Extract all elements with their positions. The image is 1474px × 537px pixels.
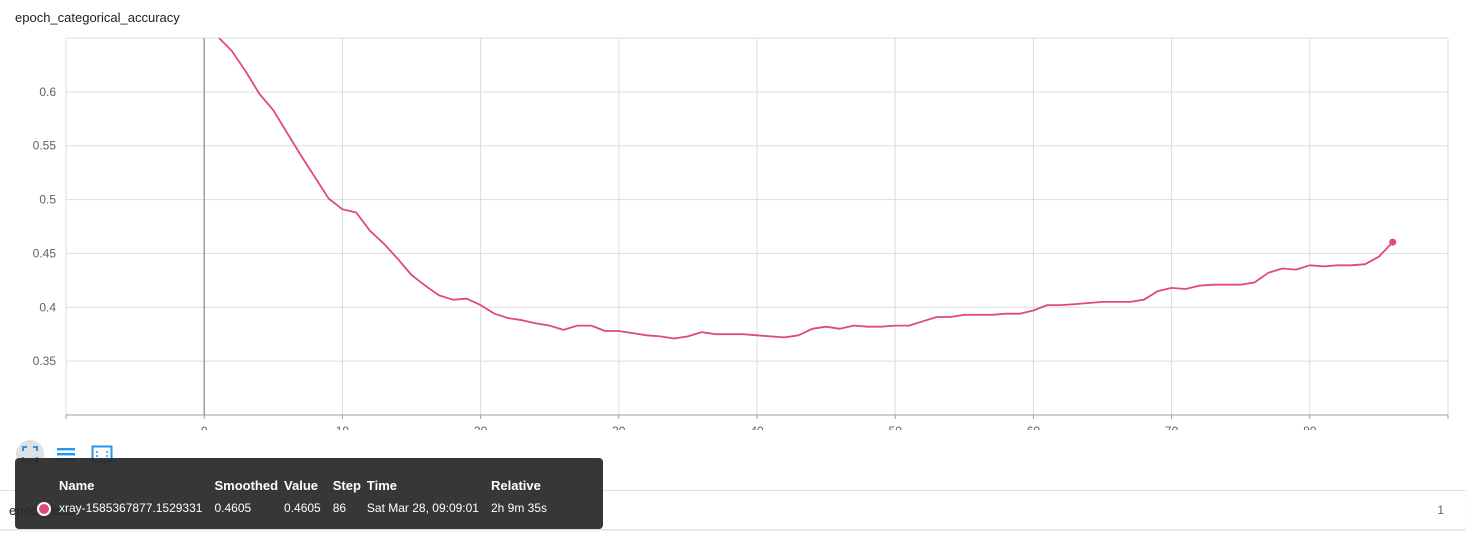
x-tick-label: 80 [1303, 424, 1317, 430]
y-tick-label: 0.55 [33, 139, 57, 153]
y-tick-label: 0.6 [39, 85, 56, 99]
y-tick-label: 0.45 [33, 246, 57, 260]
last-point-marker [1389, 239, 1396, 246]
chart-grid [66, 38, 1448, 415]
tooltip-header-swatch [37, 478, 59, 501]
chart-ticks: 0 10 20 30 40 50 60 70 80 0.35 0.4 0.45 0.5 0.55 0.6 [33, 85, 1317, 430]
tooltip-relative: 2h 9m 35s [491, 501, 553, 516]
x-tick-label: 0 [201, 424, 208, 430]
tooltip-table: Name Smoothed Value Step Time Relative x… [37, 478, 553, 516]
tooltip-step: 86 [333, 501, 367, 516]
x-tick-label: 10 [336, 424, 350, 430]
chart-series [204, 22, 1396, 339]
y-tick-label: 0.4 [39, 300, 56, 314]
x-tick-label: 40 [750, 424, 764, 430]
tooltip-smoothed: 0.4605 [214, 501, 284, 516]
x-tick-label: 30 [612, 424, 626, 430]
line-chart[interactable]: 0 10 20 30 40 50 60 70 80 0.35 0.4 0.45 0.5 0.55 0.6 [0, 0, 1474, 430]
tooltip-header-name: Name [59, 478, 214, 501]
next-card-count: 1 [1437, 503, 1444, 517]
y-tick-label: 0.35 [33, 354, 57, 368]
tooltip-time: Sat Mar 28, 09:09:01 [367, 501, 491, 516]
tooltip-header-relative: Relative [491, 478, 553, 501]
x-tick-label: 20 [474, 424, 488, 430]
chart-tooltip: Name Smoothed Value Step Time Relative x… [15, 458, 603, 529]
tooltip-header-time: Time [367, 478, 491, 501]
x-tick-label: 70 [1165, 424, 1179, 430]
x-tick-label: 60 [1027, 424, 1041, 430]
tooltip-header-step: Step [333, 478, 367, 501]
x-tick-label: 50 [889, 424, 903, 430]
tooltip-value: 0.4605 [284, 501, 333, 516]
tooltip-run-name: xray-1585367877.1529331 [59, 501, 214, 516]
run-color-swatch [37, 502, 51, 516]
tooltip-header-smoothed: Smoothed [214, 478, 284, 501]
tooltip-header-value: Value [284, 478, 333, 501]
series-line [204, 22, 1393, 339]
y-tick-label: 0.5 [39, 193, 56, 207]
